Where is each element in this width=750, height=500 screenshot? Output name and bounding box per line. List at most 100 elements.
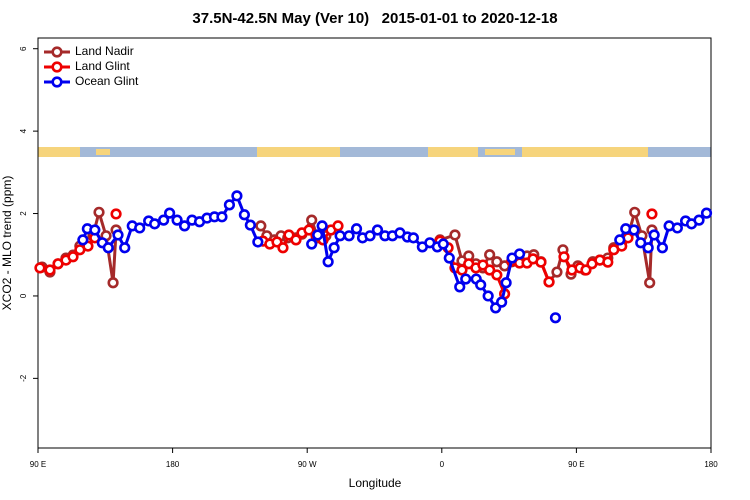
legend-marker bbox=[51, 46, 63, 58]
point bbox=[312, 229, 324, 241]
x-axis-label: Longitude bbox=[349, 476, 402, 490]
point bbox=[671, 222, 683, 234]
point bbox=[134, 222, 146, 234]
point bbox=[306, 238, 318, 250]
point bbox=[158, 214, 170, 226]
point bbox=[110, 208, 122, 220]
point bbox=[648, 229, 660, 241]
land-strip bbox=[38, 147, 80, 157]
point bbox=[171, 214, 183, 226]
legend-label: Ocean Glint bbox=[75, 74, 139, 88]
point bbox=[244, 219, 256, 231]
y-tick-label: 0 bbox=[19, 293, 28, 298]
point bbox=[558, 251, 570, 263]
land-strip bbox=[428, 147, 478, 157]
point bbox=[475, 279, 487, 291]
point bbox=[223, 199, 236, 211]
point bbox=[77, 234, 89, 246]
legend-item: Ocean Glint bbox=[44, 74, 139, 88]
land-ocean-band bbox=[38, 147, 711, 157]
point bbox=[178, 220, 191, 232]
y-axis-label: XCO2 - MLO trend (ppm) bbox=[0, 176, 14, 311]
point bbox=[407, 232, 419, 244]
point bbox=[216, 211, 228, 223]
x-tick-label: 0 bbox=[440, 460, 445, 469]
plot-box bbox=[37, 37, 712, 449]
legend-item: Land Glint bbox=[44, 59, 130, 73]
x-tick-label: 90 W bbox=[298, 460, 317, 469]
legend-marker bbox=[51, 61, 63, 73]
point bbox=[614, 234, 626, 246]
point bbox=[496, 296, 508, 308]
point bbox=[303, 224, 315, 236]
legend-item: Land Nadir bbox=[44, 44, 134, 58]
x-tick-label: 90 E bbox=[30, 460, 46, 469]
point bbox=[67, 251, 79, 263]
point bbox=[460, 273, 472, 285]
point bbox=[164, 207, 176, 219]
point bbox=[44, 264, 56, 276]
x-tick-label: 180 bbox=[704, 460, 718, 469]
point bbox=[437, 238, 449, 250]
point bbox=[449, 229, 461, 241]
point bbox=[491, 269, 503, 281]
point bbox=[500, 277, 512, 289]
point bbox=[443, 252, 455, 264]
point bbox=[513, 248, 526, 260]
point bbox=[283, 229, 295, 241]
point bbox=[456, 264, 468, 276]
point bbox=[350, 223, 363, 235]
x-tick-label: 180 bbox=[166, 460, 180, 469]
point bbox=[371, 224, 384, 236]
point bbox=[89, 224, 101, 236]
point bbox=[656, 242, 668, 254]
y-tick-label: 6 bbox=[19, 46, 28, 51]
point bbox=[290, 234, 302, 246]
y-tick-label: 4 bbox=[19, 128, 28, 133]
point bbox=[482, 290, 494, 302]
point bbox=[551, 266, 563, 278]
point bbox=[322, 256, 334, 268]
point bbox=[277, 242, 289, 254]
ocean-strip bbox=[38, 147, 711, 157]
point bbox=[328, 242, 340, 254]
point bbox=[252, 236, 264, 248]
point bbox=[700, 207, 713, 219]
land-strip bbox=[257, 147, 340, 157]
point bbox=[484, 249, 496, 261]
point bbox=[334, 230, 346, 242]
point bbox=[628, 224, 640, 236]
point bbox=[629, 206, 641, 218]
point bbox=[646, 208, 658, 220]
point bbox=[484, 264, 496, 276]
legend-label: Land Nadir bbox=[75, 44, 134, 58]
y-tick-label: -2 bbox=[19, 374, 28, 382]
point bbox=[102, 242, 114, 254]
x-tick-label: 90 E bbox=[568, 460, 584, 469]
point bbox=[112, 229, 124, 241]
point bbox=[693, 214, 705, 226]
point bbox=[535, 256, 547, 268]
point bbox=[238, 209, 250, 221]
land-strip bbox=[485, 149, 515, 155]
point bbox=[454, 281, 466, 293]
y-tick-label: 2 bbox=[19, 211, 28, 216]
legend-marker bbox=[51, 76, 63, 88]
point bbox=[642, 242, 654, 254]
point bbox=[231, 190, 243, 202]
chart-title: 37.5N-42.5N May (Ver 10) 2015-01-01 to 2… bbox=[192, 10, 557, 27]
point bbox=[332, 220, 344, 232]
point bbox=[34, 262, 46, 274]
point bbox=[543, 276, 555, 288]
point bbox=[549, 312, 562, 324]
point bbox=[255, 220, 267, 232]
point bbox=[149, 218, 161, 230]
land-strip bbox=[522, 147, 648, 157]
point bbox=[635, 237, 647, 249]
land-strip bbox=[96, 149, 110, 155]
legend-label: Land Glint bbox=[75, 59, 130, 73]
point bbox=[364, 230, 376, 242]
point bbox=[119, 242, 131, 254]
point bbox=[306, 214, 318, 226]
